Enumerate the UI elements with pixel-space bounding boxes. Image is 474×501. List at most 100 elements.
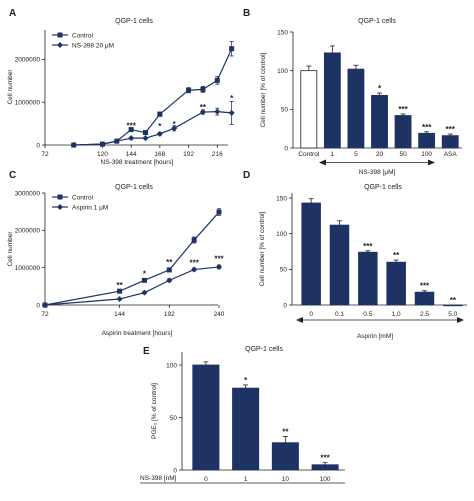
a-point-diamond [70,142,77,148]
e-significance-label: ** [282,427,289,436]
b-y-tick-label: 100 [277,68,288,75]
b-bar [418,132,436,149]
d-bar [329,224,350,306]
a-point-square [186,87,192,93]
a-point-diamond [214,108,221,115]
c-point-diamond [166,277,173,284]
a-x-tick-label: 216 [212,151,223,158]
c-significance-label: ** [166,258,173,267]
panel-e-title: QGP-1 cells [245,346,283,353]
panel-e-letter: E [143,346,150,357]
panel-e-row-label: NS-398 [nM] [140,475,177,482]
panel-b-triangle-right [428,159,435,166]
b-significance-label: *** [398,105,408,114]
b-bar [347,68,365,149]
d-y-tick-label: 50 [280,267,288,274]
panel-d-title: QGP-1 cells [364,184,402,191]
e-y-tick-label: 100 [166,362,177,369]
c-series-0-line [44,211,220,306]
a-point-square [128,127,134,133]
a-point-diamond [199,109,206,116]
d-category-label: 2.5 [420,311,429,318]
e-significance-label: * [244,376,248,385]
panel-a-y-ticks: 0 1000000 2000000 [15,57,45,149]
a-y-tick-label: 0 [36,142,40,149]
b-y-tick-label: 0 [284,145,288,152]
a-point-diamond [156,130,163,137]
b-y-tick-label: 150 [277,29,288,36]
c-significance-label: * [143,269,147,278]
d-y-tick-label: 100 [276,231,287,238]
e-bar [232,387,260,471]
c-point-square [141,277,147,283]
c-significance-label: ** [116,281,123,290]
c-x-tick-label: 192 [164,311,175,318]
e-category-label: 10 [282,476,290,483]
d-category-label: 0 [309,311,313,318]
panel-c-x-label: Aspirin treatment [hours] [102,330,173,337]
e-bar [271,442,299,471]
a-point-square [157,111,163,117]
a-point-square [200,86,206,92]
a-significance-label: * [230,94,234,103]
panel-c-series [42,208,222,308]
a-significance-label: ** [200,103,207,112]
panel-c: C QGP-1 cells Cell number Aspirin treatm… [7,170,225,337]
panel-a-legend-ns398: NS-398 20 μM [72,43,114,50]
panel-d-y-label: Cell number [% of control] [259,211,266,286]
a-x-tick-label: 120 [97,151,108,158]
d-category-label: 5.0 [448,311,457,318]
panel-b-bars: Control 1 5 * 20 *** 50 *** 100 *** ASA [298,45,459,158]
panel-d-triangle-left [296,317,303,323]
c-series-1-line [44,266,220,306]
d-bar [386,261,406,306]
panel-c-legend-control: Control [72,195,94,202]
c-x-tick-label: 72 [41,311,49,318]
panel-d-bars: 0 0.1 *** 0.5 ** 1.0 *** 2.5 ** 5.0 [301,198,463,318]
b-significance-label: *** [446,125,456,134]
c-y-tick-label: 0 [36,302,40,309]
b-bar [300,70,318,149]
c-y-tick-label: 3000000 [15,190,41,197]
b-bar [441,135,459,149]
e-y-tick-label: 50 [170,415,178,422]
panel-c-legend-aspirin: Aspirin 1 μM [72,205,108,212]
a-point-diamond [142,135,149,142]
e-y-tick-label: 0 [173,467,177,474]
panel-c-title: QGP-1 cells [115,184,153,191]
d-category-label: 0.5 [363,311,372,318]
panel-c-y-label: Cell number [7,231,14,267]
c-point-diamond [191,266,198,273]
d-significance-label: *** [363,242,373,251]
d-category-label: 1.0 [392,311,401,318]
c-point-diamond [216,263,222,270]
a-point-square [143,130,148,136]
a-x-tick-label: 72 [41,151,49,158]
c-x-tick-label: 144 [114,311,125,318]
panel-b-dose-triangle [319,159,435,166]
panel-c-letter: C [9,170,16,181]
e-bar [192,364,220,471]
d-bar [301,202,321,306]
c-point-square [117,288,123,294]
b-bar [394,115,412,149]
panel-d: D QGP-1 cells Cell number [% of control]… [243,170,467,340]
d-y-tick-label: 0 [283,302,287,309]
c-y-tick-label: 1000000 [15,265,41,272]
a-y-tick-label: 2000000 [15,57,41,64]
e-bar [311,464,339,471]
panel-a-title: QGP-1 cells [115,18,153,25]
panel-d-dose-triangle [296,317,464,323]
panel-c-y-ticks: 0 1000000 2000000 3000000 [15,190,45,309]
b-category-label: ASA [444,151,458,158]
panel-b-y-ticks: 0 50 100 150 [277,29,293,152]
c-point-diamond [141,289,148,296]
a-point-diamond [228,109,235,116]
d-category-label: 0.1 [335,311,344,318]
e-category-label: 1 [244,476,248,483]
a-x-tick-label: 192 [183,151,194,158]
panel-a-legend-control: Control [72,33,94,40]
panel-e-bars: 0 * 1 ** 10 *** 100 [192,361,339,483]
panel-a-significance: *** * **** [126,94,234,131]
